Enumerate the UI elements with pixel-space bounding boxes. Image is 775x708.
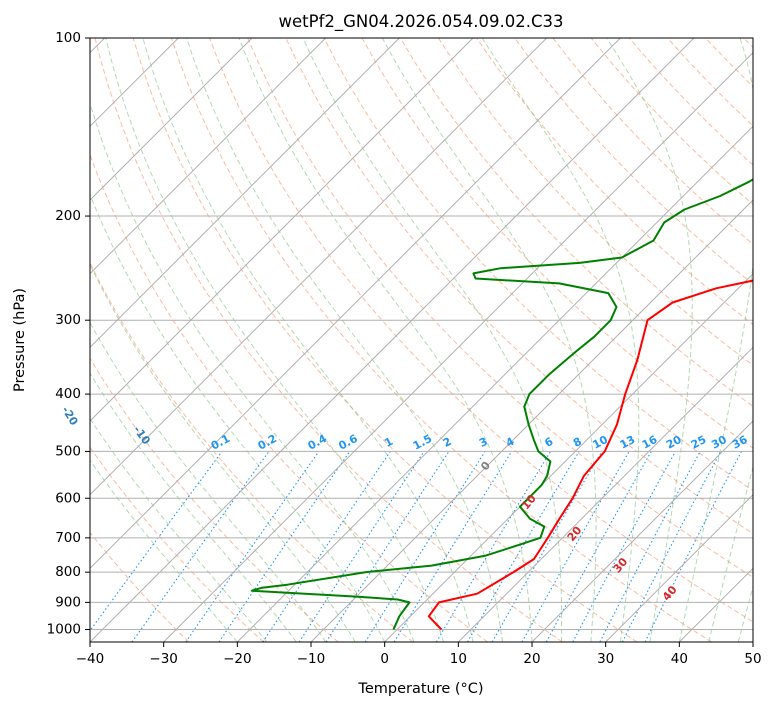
mixing-ratio-label: 30 <box>709 433 729 452</box>
isotherm-line <box>384 272 753 642</box>
moist-adiabat <box>186 38 503 642</box>
moist-adiabat <box>708 465 753 642</box>
y-tick-label: 600 <box>55 490 81 506</box>
x-tick-label: −30 <box>149 651 178 667</box>
moist-adiabat <box>90 417 268 642</box>
dry-adiabat <box>323 38 753 492</box>
moist-adiabat <box>90 321 327 642</box>
isotherm-line <box>90 38 327 275</box>
chart-title: wetPf2_GN04.2026.054.09.02.C33 <box>279 12 564 32</box>
plot-area <box>90 38 753 642</box>
y-tick-label: 900 <box>55 594 81 610</box>
isotherm-line <box>236 125 753 642</box>
dry-adiabat <box>399 38 753 408</box>
mixing-ratio-line <box>325 451 450 642</box>
y-tick-label: 300 <box>55 312 81 328</box>
isotherm-line <box>163 51 753 642</box>
y-tick-label: 700 <box>55 530 81 546</box>
dry-adiabat <box>90 531 190 642</box>
x-tick-label: 50 <box>744 651 761 667</box>
isotherm-line <box>90 38 695 642</box>
isotherm-line <box>90 38 548 496</box>
isotherm-line <box>90 38 400 349</box>
y-tick-label: 200 <box>55 208 81 224</box>
x-tick-label: −20 <box>223 651 252 667</box>
y-tick-label: 1000 <box>47 621 81 637</box>
dry-adiabat <box>94 38 563 642</box>
isotherm-line <box>531 420 753 642</box>
moist-adiabat <box>90 193 386 642</box>
moist-adiabat <box>302 38 563 642</box>
dry-adiabat <box>170 38 712 642</box>
mixing-ratio-label: 16 <box>640 433 660 452</box>
isotherm-line <box>310 199 753 642</box>
mixing-ratio-line <box>545 451 652 642</box>
y-tick-label: 400 <box>55 386 81 402</box>
dry-adiabat <box>247 38 753 578</box>
dry-adiabat <box>90 446 264 642</box>
mixing-ratio-label: 36 <box>730 433 750 452</box>
mixing-ratio-label: 20 <box>664 433 684 452</box>
isotherm-line <box>457 346 753 642</box>
dry-adiabat <box>437 38 753 366</box>
mixing-ratio-label: 10 <box>590 433 610 452</box>
x-tick-label: 20 <box>523 651 540 667</box>
dry-adiabat <box>209 38 753 623</box>
isotherm-line <box>752 641 753 642</box>
y-tick-label: 100 <box>55 30 81 46</box>
temperature-profile <box>427 279 753 631</box>
y-tick-label: 800 <box>55 564 81 580</box>
grid-lines <box>90 38 753 642</box>
profiles <box>250 178 753 631</box>
x-axis: −40 −30 −20 −10 0 10 20 30 40 50 <box>76 642 762 667</box>
x-tick-label: 30 <box>597 651 614 667</box>
mixing-ratio-line <box>298 451 425 642</box>
moist-adiabat <box>737 585 753 642</box>
x-tick-label: 10 <box>450 651 467 667</box>
mixing-ratio-line <box>185 451 320 642</box>
isotherm-line <box>605 493 753 642</box>
mixing-ratio-label: 13 <box>618 433 638 452</box>
y-axis-label: Pressure (hPa) <box>12 288 28 392</box>
mixing-ratio-line <box>90 451 223 632</box>
moist-adiabat <box>90 263 356 642</box>
x-tick-label: −10 <box>297 651 326 667</box>
dry-adiabat <box>132 38 638 642</box>
mixing-ratio-line <box>218 451 351 642</box>
mixing-ratio-line <box>621 451 722 642</box>
moist-adiabat <box>90 459 238 642</box>
mixing-ratio-line <box>521 451 630 642</box>
moist-adiabat <box>606 38 693 642</box>
mixing-ratio-line <box>393 451 513 642</box>
isotherm-line <box>90 38 474 422</box>
x-tick-label: 0 <box>380 651 389 667</box>
background-lines <box>90 38 753 642</box>
mixing-ratio-line <box>644 451 742 642</box>
mixing-ratio-line <box>262 451 391 642</box>
mixing-ratio-label: 25 <box>689 433 709 452</box>
plot-frame <box>89 37 754 643</box>
dry-adiabat-label: -20 <box>59 404 81 428</box>
isotherm-line <box>90 38 621 570</box>
dry-adiabat <box>90 357 339 642</box>
x-tick-label: 40 <box>671 651 688 667</box>
x-tick-label: −40 <box>76 651 105 667</box>
x-axis-label: Temperature (°C) <box>357 681 483 697</box>
isotherm-line <box>90 38 253 201</box>
moist-adiabat <box>481 38 640 642</box>
mixing-ratio-line <box>572 451 676 642</box>
dry-adiabat <box>90 153 488 642</box>
moist-adiabat <box>678 38 753 642</box>
y-tick-label: 500 <box>55 443 81 459</box>
moist-adiabat <box>142 38 474 642</box>
dewpoint-profile <box>250 178 753 630</box>
moist-adiabat <box>105 38 445 642</box>
moist-adiabat <box>238 38 533 642</box>
y-axis: 100 200 300 400 500 600 700 800 900 1000 <box>47 30 90 637</box>
